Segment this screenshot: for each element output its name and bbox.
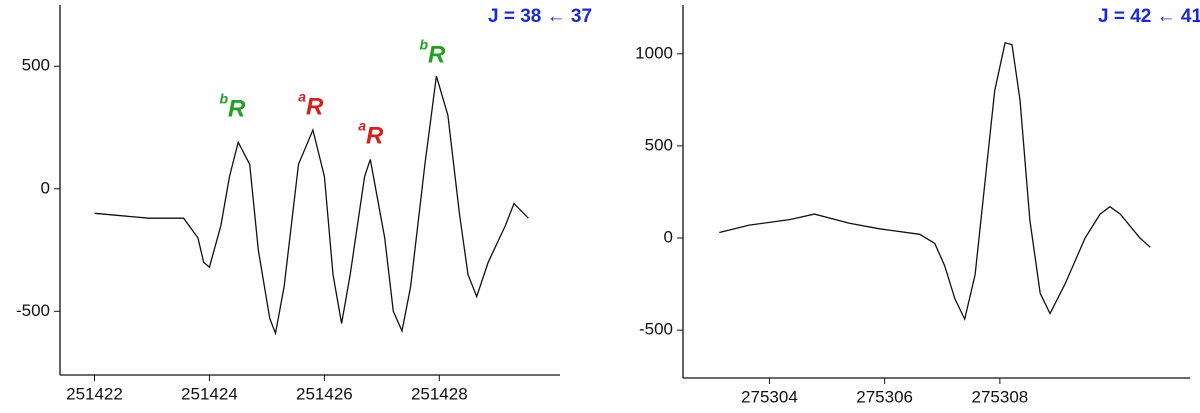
x-tick-label: 251426	[296, 384, 353, 403]
y-tick-label: 0	[664, 227, 673, 246]
x-tick-label: 275304	[741, 387, 798, 406]
annotation-sup: b	[219, 91, 228, 107]
transition-label: J = 42 ← 41	[1098, 6, 1200, 27]
annotation: R	[228, 95, 246, 122]
annotation: R	[306, 93, 324, 120]
y-tick-label: 500	[22, 56, 50, 75]
transition-label: J = 38 ← 37	[488, 6, 592, 27]
annotation: R	[366, 122, 384, 149]
spectrum-line	[94, 75, 529, 336]
x-tick-label: 275306	[856, 387, 913, 406]
y-tick-label: -500	[16, 301, 50, 320]
x-tick-label: 275308	[972, 387, 1029, 406]
x-tick-label: 251422	[66, 384, 123, 403]
y-tick-label: 0	[41, 178, 50, 197]
annotation-sup: a	[358, 118, 366, 134]
annotation-sup: b	[419, 37, 428, 53]
y-tick-label: 500	[645, 135, 673, 154]
annotation: R	[428, 41, 446, 68]
x-tick-label: 251424	[181, 384, 238, 403]
annotation-sup: a	[298, 89, 306, 105]
x-tick-label: 251428	[411, 384, 468, 403]
y-tick-label: -500	[639, 320, 673, 339]
y-tick-label: 1000	[635, 43, 673, 62]
spectrum-line	[719, 42, 1151, 322]
